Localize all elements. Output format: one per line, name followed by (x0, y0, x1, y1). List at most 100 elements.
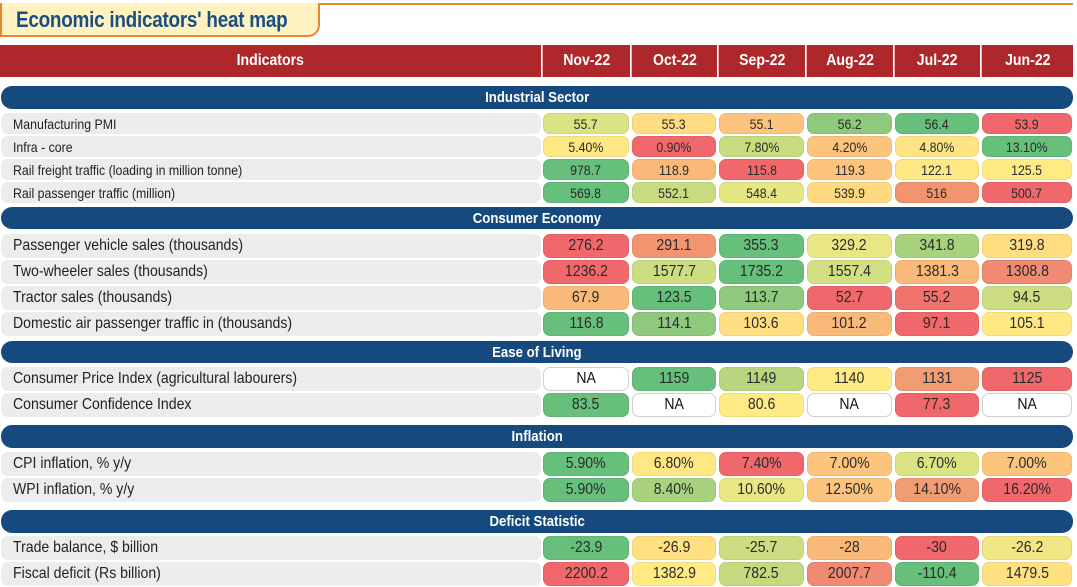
heatmap-cell: -28 (807, 536, 892, 560)
header-month[interactable]: Sep-22 (718, 45, 805, 77)
heatmap-cell: 548.4 (719, 182, 804, 203)
cell-value: NA (839, 396, 860, 413)
heatmap-cell: 118.9 (632, 159, 716, 180)
cell-value: NA (576, 370, 596, 387)
cell-value: -28 (839, 539, 860, 556)
heatmap-cell: 4.20% (807, 136, 892, 157)
cell-value: 7.40% (741, 455, 782, 472)
heatmap-cell: 125.5 (982, 159, 1072, 180)
heatmap-cell: 355.3 (719, 234, 804, 258)
cell-value: 16.20% (1003, 481, 1051, 498)
cell-value: 5.40% (568, 138, 604, 155)
header-indicators-label: Indicators (236, 52, 305, 69)
indicator-label: Rail freight traffic (loading in million… (1, 159, 541, 180)
indicator-name: Rail passenger traffic (million) (13, 184, 176, 201)
cell-value: 782.5 (743, 565, 780, 582)
cell-value: 7.00% (829, 455, 870, 472)
cell-value: 5.90% (566, 481, 606, 498)
heatmap-cell: 5.90% (543, 452, 629, 476)
heatmap-cell: 13.10% (982, 136, 1072, 157)
heatmap-cell: 94.5 (982, 286, 1072, 310)
indicator-label: WPI inflation, % y/y (1, 478, 541, 502)
heatmap-cell: 569.8 (543, 182, 629, 203)
header-indicators: Indicators (0, 45, 541, 77)
heatmap-cell: 101.2 (807, 312, 892, 336)
heatmap-cell: NA (982, 393, 1072, 417)
page-title: Economic indicators' heat map (16, 7, 288, 32)
heatmap-cell: 978.7 (543, 159, 629, 180)
indicator-label: Two-wheeler sales (thousands) (1, 260, 541, 284)
month-label: Jun-22 (1004, 52, 1051, 69)
cell-value: 105.1 (1009, 315, 1045, 332)
indicator-name: CPI inflation, % y/y (13, 455, 132, 472)
heatmap-cell: 1125 (982, 367, 1072, 391)
heatmap-cell: 8.40% (632, 478, 716, 502)
month-label: Oct-22 (652, 52, 697, 69)
header-month[interactable]: Jun-22 (981, 45, 1073, 77)
cell-value: 1735.2 (739, 263, 784, 280)
cell-value: 1149 (746, 370, 777, 387)
indicator-name: Tractor sales (thousands) (13, 289, 173, 306)
indicator-name: Domestic air passenger traffic in (thous… (13, 315, 293, 332)
cell-value: 97.1 (923, 315, 951, 332)
cell-value: -26.2 (1010, 539, 1044, 556)
cell-value: 0.90% (656, 138, 692, 155)
heatmap-cell: 6.80% (632, 452, 716, 476)
indicator-label: Rail passenger traffic (million) (1, 182, 541, 203)
cell-value: 7.80% (744, 138, 779, 155)
heatmap-cell: 55.3 (632, 113, 716, 134)
heatmap-cell: 122.1 (895, 159, 979, 180)
cell-value: 5.90% (566, 455, 606, 472)
heatmap-cell: 116.8 (543, 312, 629, 336)
heatmap-cell: 97.1 (895, 312, 979, 336)
heatmap-cell: 2200.2 (543, 562, 629, 586)
section-header: Deficit Statistic (1, 510, 1073, 533)
title-underline (0, 3, 1073, 5)
heatmap-cell: 7.00% (982, 452, 1072, 476)
heatmap-cell: 10.60% (719, 478, 804, 502)
heatmap-cell: 1735.2 (719, 260, 804, 284)
indicator-name: WPI inflation, % y/y (13, 481, 135, 498)
cell-value: 1140 (834, 370, 865, 387)
header-month[interactable]: Jul-22 (894, 45, 980, 77)
heatmap-cell: 552.1 (632, 182, 716, 203)
header-month[interactable]: Nov-22 (542, 45, 630, 77)
heatmap-cell: -110.4 (895, 562, 979, 586)
indicator-name: Manufacturing PMI (13, 115, 117, 132)
heatmap-cell: 341.8 (895, 234, 979, 258)
section-title: Ease of Living (492, 343, 582, 361)
heatmap-cell: 5.90% (543, 478, 629, 502)
cell-value: 1557.4 (827, 263, 872, 280)
indicator-label: Domestic air passenger traffic in (thous… (1, 312, 541, 336)
heatmap-cell: -25.7 (719, 536, 804, 560)
heatmap-cell: 329.2 (807, 234, 892, 258)
header-month[interactable]: Oct-22 (631, 45, 717, 77)
section-title: Industrial Sector (484, 89, 590, 106)
cell-value: 516 (926, 184, 948, 201)
cell-value: 4.20% (832, 138, 867, 155)
heatmap-cell: 1382.9 (632, 562, 716, 586)
heatmap-cell: -26.2 (982, 536, 1072, 560)
cell-value: -30 (926, 539, 948, 556)
indicator-label: Manufacturing PMI (1, 113, 541, 134)
heatmap-cell: 539.9 (807, 182, 892, 203)
cell-value: -26.9 (657, 539, 691, 556)
cell-value: -23.9 (569, 539, 603, 556)
cell-value: 1308.8 (1005, 263, 1049, 280)
cell-value: -25.7 (745, 539, 778, 556)
cell-value: 94.5 (1013, 289, 1041, 306)
heatmap-cell: 1159 (632, 367, 716, 391)
cell-value: 52.7 (835, 289, 864, 306)
header-month[interactable]: Aug-22 (806, 45, 893, 77)
cell-value: 113.7 (744, 289, 779, 306)
heatmap-cell: NA (632, 393, 716, 417)
cell-value: 6.80% (654, 455, 694, 472)
cell-value: 80.6 (747, 396, 776, 413)
cell-value: 569.8 (570, 184, 602, 201)
cell-value: 1131 (921, 370, 953, 387)
heatmap-cell: 55.2 (895, 286, 979, 310)
cell-value: 67.9 (572, 289, 600, 306)
heatmap-cell: 1577.7 (632, 260, 716, 284)
heatmap-cell: 56.4 (895, 113, 979, 134)
heatmap-cell: 1557.4 (807, 260, 892, 284)
